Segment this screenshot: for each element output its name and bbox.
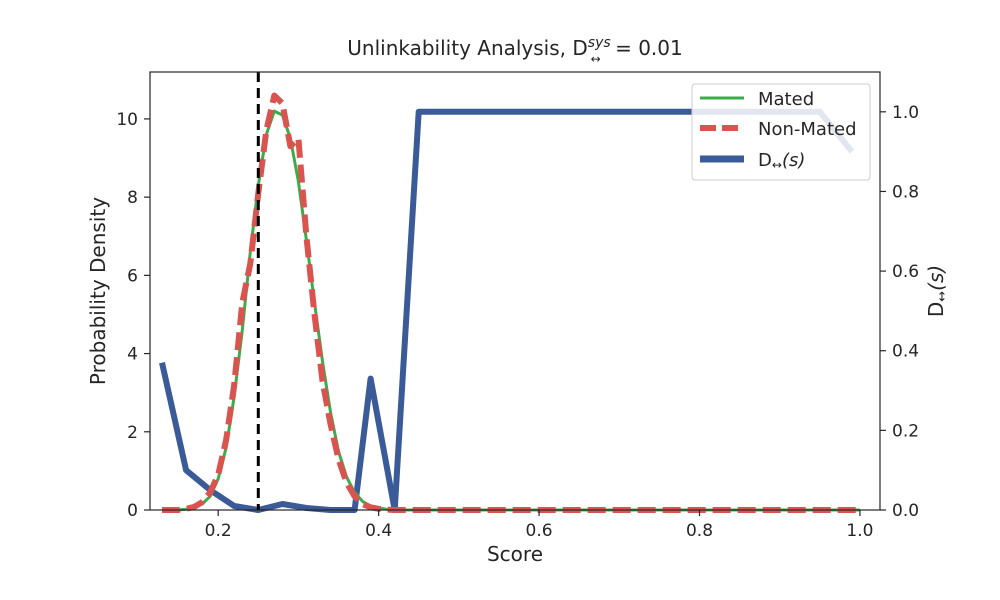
chart-title-superscript: sys — [588, 35, 611, 51]
y2-axis-label-subscript: ↔ — [935, 291, 950, 302]
chart-title-value: = 0.01 — [609, 36, 683, 60]
y-axis-label: Probability Density — [86, 197, 110, 385]
y2-tick-label: 1.0 — [892, 103, 919, 123]
legend-label-d-subscript: ↔ — [772, 158, 782, 172]
x-tick-label: 0.4 — [365, 521, 392, 541]
x-axis-label: Score — [487, 542, 543, 566]
chart-title: Unlinkability Analysis, Dsys ↔ = 0.01 — [347, 35, 682, 66]
y-tick-label: 4 — [127, 345, 138, 365]
y2-tick-label: 0.6 — [892, 262, 919, 282]
legend-label-mated: Mated — [758, 89, 814, 110]
x-tick-label: 1.0 — [846, 521, 873, 541]
axes: 0.2 0.4 0.6 0.8 1.0 0 2 4 6 8 10 0.0 0.2 0.4 0.6 0.8 1.0 — [116, 71, 919, 541]
legend-label-d: D↔(s) — [758, 150, 805, 172]
x-tick-label: 0.6 — [526, 521, 553, 541]
y2-axis-label-main: D — [924, 302, 948, 317]
y2-axis-label-arg: (s) — [924, 265, 948, 291]
plot-frame — [149, 71, 881, 511]
legend-label-d-arg: (s) — [782, 150, 805, 171]
x-tick-label: 0.2 — [205, 521, 232, 541]
y2-tick-label: 0.8 — [892, 182, 919, 202]
y-tick-label: 8 — [127, 188, 138, 208]
y2-tick-label: 0.0 — [892, 501, 919, 521]
legend-label-d-main: D — [758, 150, 772, 171]
y-tick-label: 6 — [127, 266, 138, 286]
y-tick-label: 10 — [116, 110, 138, 130]
y-tick-label: 0 — [127, 501, 138, 521]
y-tick-label: 2 — [127, 423, 138, 443]
legend-label-non-mated: Non-Mated — [758, 119, 857, 140]
y2-tick-label: 0.4 — [892, 342, 919, 362]
x-tick-label: 0.8 — [686, 521, 713, 541]
y2-tick-label: 0.2 — [892, 421, 919, 441]
chart-title-main: Unlinkability Analysis, D — [347, 36, 588, 60]
legend: Mated Non-Mated D↔(s) — [691, 83, 871, 181]
chart-title-subscript: ↔ — [591, 52, 601, 66]
y2-axis-label: D↔(s) — [924, 265, 950, 317]
